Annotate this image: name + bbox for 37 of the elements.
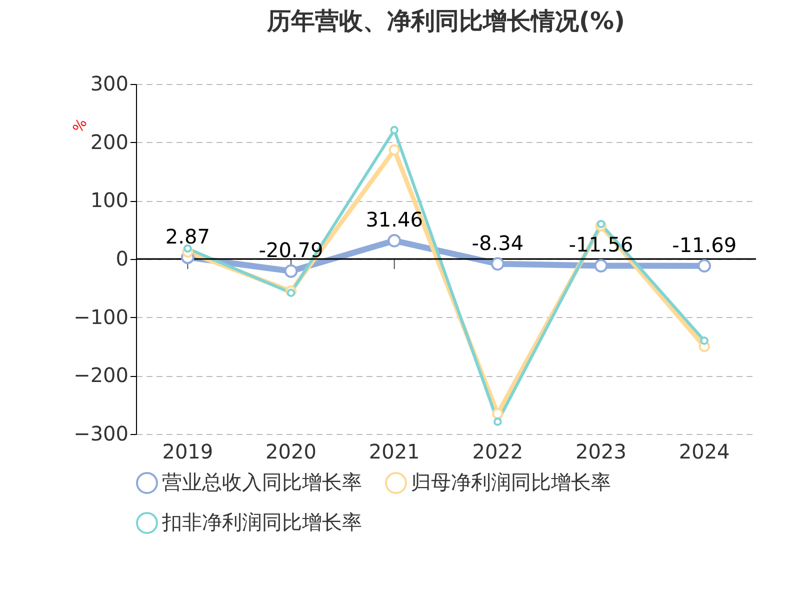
- point: [700, 336, 708, 345]
- y-tick-label: −200: [74, 363, 128, 388]
- data-label: 2.87: [165, 224, 210, 248]
- data-label: -11.69: [672, 232, 737, 257]
- data-label: -8.34: [472, 230, 524, 255]
- x-tick-label: 2019: [162, 440, 214, 464]
- data-label: -11.56: [568, 232, 634, 257]
- x-tick-label: 2022: [472, 440, 524, 464]
- point: [490, 257, 504, 271]
- x-tick-label: 2023: [576, 440, 626, 464]
- y-tick-label: −100: [74, 304, 128, 329]
- point: [388, 234, 402, 248]
- point: [390, 126, 398, 134]
- point: [388, 144, 400, 156]
- y-tick-label: 100: [90, 188, 128, 212]
- y-axis-title: %: [70, 116, 91, 136]
- legend-label: 归母净利润同比增长率: [411, 470, 611, 494]
- point: [594, 259, 608, 272]
- x-tick-label: 2020: [266, 440, 316, 464]
- legend-label: 营业总收入同比增长率: [162, 470, 362, 494]
- point: [286, 288, 296, 297]
- x-tick-label: 2021: [368, 440, 420, 464]
- point: [596, 220, 606, 228]
- point: [492, 408, 504, 420]
- y-tick-label: 200: [90, 130, 128, 154]
- point: [494, 418, 502, 426]
- data-label: -20.79: [258, 238, 324, 262]
- point: [284, 264, 298, 278]
- y-tick-label: −300: [74, 422, 128, 446]
- data-label: 31.46: [366, 208, 423, 232]
- y-tick-label: 300: [90, 72, 128, 96]
- x-tick-label: 2024: [678, 440, 730, 464]
- chart-title: 历年营收、净利同比增长情况(%): [266, 7, 625, 35]
- point: [698, 259, 712, 273]
- y-tick-label: 0: [116, 246, 128, 270]
- legend-label: 扣非净利润同比增长率: [161, 510, 362, 534]
- point: [184, 244, 192, 253]
